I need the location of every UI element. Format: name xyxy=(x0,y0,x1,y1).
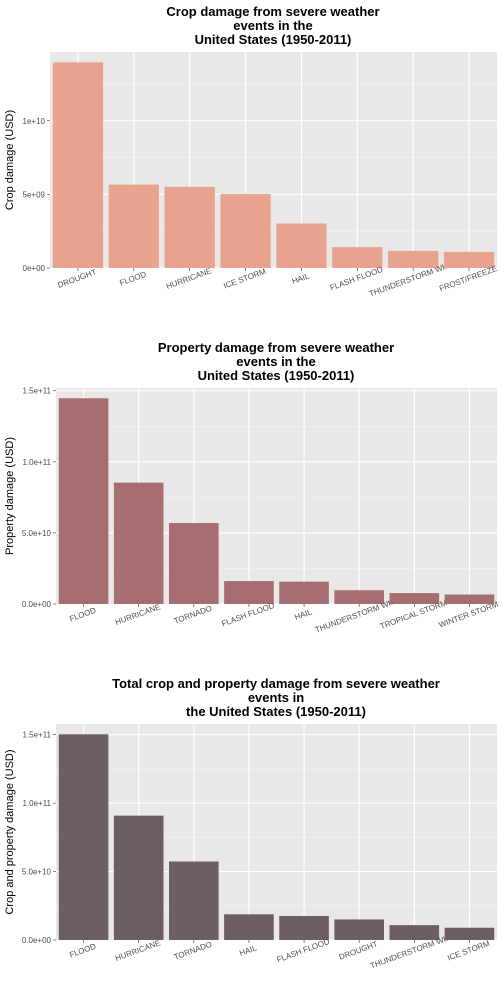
chart-title-line: United States (1950-2011) xyxy=(198,368,355,383)
chart-title-line: United States (1950-2011) xyxy=(195,32,352,47)
bar xyxy=(224,914,274,940)
bar xyxy=(169,523,219,604)
x-tick-label: DROUGHT xyxy=(338,939,379,961)
y-tick-label: 1.0e+11 xyxy=(22,458,51,467)
bar xyxy=(332,247,383,268)
x-tick-label: ICE STORM xyxy=(446,939,491,963)
x-tick-label: HAIL xyxy=(238,943,258,958)
chart-title-line: the United States (1950-2011) xyxy=(186,704,366,719)
bar xyxy=(443,251,495,268)
bar xyxy=(276,223,327,268)
y-tick-label: 1.0e+11 xyxy=(22,799,51,808)
x-tick-label: FLASH FLOOD xyxy=(276,937,332,965)
y-tick-label: 0.0e+00 xyxy=(22,600,52,609)
property-damage-chart: Property damage from severe weatherevent… xyxy=(4,340,500,635)
bar xyxy=(224,581,274,604)
chart-title-line: events in xyxy=(248,690,304,705)
chart-title-line: events in the xyxy=(233,18,312,33)
x-tick-label: HAIL xyxy=(291,271,311,286)
chart-title-line: Total crop and property damage from seve… xyxy=(112,676,440,691)
y-tick-label: 1.5e+11 xyxy=(22,731,51,740)
chart-title-line: Crop damage from severe weather xyxy=(166,4,379,19)
chart-panel-total: Total crop and property damage from seve… xyxy=(0,672,504,1008)
bar xyxy=(164,186,215,268)
x-tick-label: HURRICANE xyxy=(114,602,162,627)
bar xyxy=(169,861,219,940)
y-axis-label: Crop and property damage (USD) xyxy=(4,749,16,914)
y-tick-label: 5.0e+10 xyxy=(22,868,52,877)
bar xyxy=(113,815,164,940)
bar xyxy=(334,919,384,940)
x-tick-label: DROUGHT xyxy=(57,267,98,289)
bar xyxy=(58,734,109,940)
y-tick-label: 1.5e+11 xyxy=(22,387,51,396)
bar xyxy=(108,184,159,268)
y-axis-label: Crop damage (USD) xyxy=(4,110,16,210)
bar xyxy=(279,915,329,940)
y-axis-label: Property damage (USD) xyxy=(4,437,16,555)
x-tick-label: FLOOD xyxy=(68,942,97,960)
y-tick-label: 5.0e+10 xyxy=(22,529,52,538)
bar xyxy=(113,482,164,604)
x-tick-label: TORNADO xyxy=(173,940,214,962)
bar xyxy=(389,593,440,604)
bar xyxy=(52,62,104,268)
chart-panel-property: Property damage from severe weather event… xyxy=(0,336,504,672)
y-tick-label: 0.0e+00 xyxy=(22,936,52,945)
chart-title-line: Property damage from severe weather xyxy=(158,340,394,355)
bar xyxy=(389,925,440,940)
x-tick-label: HAIL xyxy=(293,607,313,622)
x-tick-label: HURRICANE xyxy=(165,266,213,291)
chart-panel-crop: Crop damage from severe weather events in… xyxy=(0,0,504,336)
x-tick-label: TORNADO xyxy=(173,604,214,626)
bar xyxy=(279,581,329,604)
bar xyxy=(444,594,495,604)
total-damage-chart: Total crop and property damage from seve… xyxy=(4,676,497,971)
x-tick-label: FLOOD xyxy=(118,270,147,288)
bar xyxy=(388,250,439,268)
y-tick-label: 1e+10 xyxy=(23,117,46,126)
bar xyxy=(220,194,271,268)
bar xyxy=(334,590,384,604)
x-tick-label: ICE STORM xyxy=(222,267,267,291)
x-tick-label: FLOOD xyxy=(68,606,97,624)
bar xyxy=(58,398,109,604)
bar xyxy=(444,927,495,940)
y-tick-label: 5e+09 xyxy=(23,190,46,199)
y-tick-label: 0e+00 xyxy=(23,264,46,273)
x-tick-label: HURRICANE xyxy=(114,938,162,963)
chart-title-line: events in the xyxy=(236,354,315,369)
x-tick-label: FLASH FLOOD xyxy=(220,601,276,629)
